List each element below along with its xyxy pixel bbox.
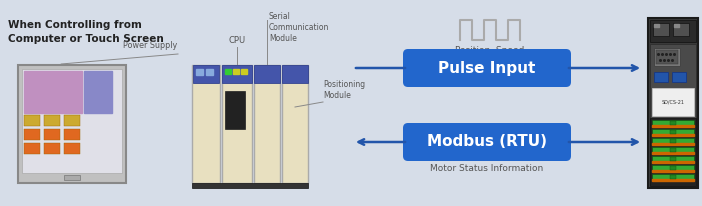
Bar — [650, 20, 696, 42]
Bar — [670, 121, 676, 125]
Bar — [222, 65, 252, 183]
Bar — [254, 65, 280, 83]
Bar — [192, 183, 308, 188]
Bar — [84, 71, 112, 113]
Bar — [652, 156, 694, 163]
Bar — [226, 92, 244, 128]
Bar — [192, 65, 220, 183]
Text: Motor Status Information: Motor Status Information — [430, 164, 543, 173]
Text: Position, Speed: Position, Speed — [456, 46, 524, 55]
Bar — [241, 69, 247, 74]
Text: Modbus (RTU): Modbus (RTU) — [427, 135, 547, 150]
Bar — [652, 138, 694, 145]
Bar — [44, 129, 60, 140]
FancyBboxPatch shape — [403, 123, 571, 161]
Text: Positioning
Module: Positioning Module — [323, 80, 365, 100]
Bar — [206, 69, 213, 75]
Bar — [24, 129, 40, 140]
Text: CPU: CPU — [228, 36, 246, 45]
Bar — [652, 147, 694, 154]
Bar — [22, 69, 122, 173]
Bar — [670, 130, 676, 134]
Bar — [650, 44, 696, 120]
Bar — [64, 129, 80, 140]
Bar — [654, 72, 668, 82]
Bar — [222, 65, 252, 83]
Bar — [656, 50, 678, 64]
Bar — [24, 71, 82, 113]
Bar — [670, 139, 676, 143]
Bar — [648, 18, 698, 188]
Bar — [653, 23, 669, 36]
Bar — [652, 174, 694, 181]
FancyBboxPatch shape — [403, 49, 571, 87]
Bar — [24, 115, 40, 126]
Bar — [650, 118, 696, 186]
Bar — [670, 148, 676, 152]
Bar — [254, 65, 280, 183]
Bar — [652, 88, 694, 116]
Bar — [652, 129, 694, 136]
Bar — [24, 143, 40, 154]
Bar — [652, 161, 694, 163]
Bar — [652, 120, 694, 127]
Bar — [654, 24, 659, 27]
Bar — [233, 69, 239, 74]
Bar — [225, 91, 245, 129]
Bar — [44, 143, 60, 154]
Text: Serial
Communication
Module: Serial Communication Module — [269, 12, 329, 43]
Bar — [282, 65, 308, 183]
Bar — [673, 23, 689, 36]
Bar — [282, 65, 308, 83]
Bar — [652, 165, 694, 172]
Text: When Controlling from
Computer or Touch Screen: When Controlling from Computer or Touch … — [8, 20, 164, 44]
Bar — [652, 152, 694, 154]
Text: SD/CS-21: SD/CS-21 — [661, 99, 684, 104]
Bar — [670, 157, 676, 161]
Bar — [64, 115, 80, 126]
Bar — [670, 175, 676, 179]
Bar — [64, 143, 80, 154]
Bar — [196, 69, 203, 75]
Bar — [652, 143, 694, 145]
Text: Pulse Input: Pulse Input — [438, 61, 536, 76]
Bar — [674, 24, 679, 27]
Bar — [18, 65, 126, 183]
Text: Power Supply: Power Supply — [123, 41, 177, 50]
Bar — [672, 72, 686, 82]
Bar — [670, 166, 676, 170]
Bar — [225, 69, 231, 74]
Bar — [652, 134, 694, 136]
Bar — [654, 48, 680, 66]
Bar — [64, 175, 80, 180]
Bar — [652, 170, 694, 172]
Bar — [652, 125, 694, 127]
Bar — [193, 65, 219, 83]
Bar — [652, 179, 694, 181]
Bar — [44, 115, 60, 126]
